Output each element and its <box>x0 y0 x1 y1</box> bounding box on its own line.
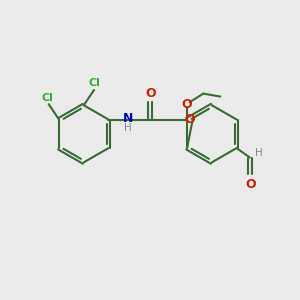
Text: Cl: Cl <box>89 79 100 88</box>
Text: H: H <box>255 148 263 158</box>
Text: H: H <box>124 123 131 133</box>
Text: O: O <box>185 113 195 126</box>
Text: Cl: Cl <box>41 93 53 103</box>
Text: N: N <box>122 112 133 124</box>
Text: O: O <box>245 178 256 190</box>
Text: O: O <box>146 86 156 100</box>
Text: O: O <box>182 98 192 111</box>
